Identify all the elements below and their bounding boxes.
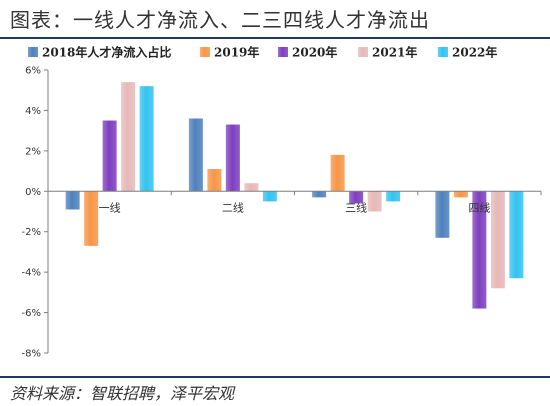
x-category-label: 一线	[99, 200, 121, 214]
bar-二线-series-5	[262, 191, 277, 202]
y-axis: -8% -6% -4% -2% 0% 2% 4% 6%	[22, 66, 49, 360]
bar-二线-series-3	[225, 124, 240, 192]
bar-四线-series-2	[453, 191, 468, 198]
bar-二线-series-1	[188, 118, 203, 192]
legend-swatch-2	[200, 47, 210, 57]
legend-swatch-3	[278, 47, 288, 57]
title-divider	[0, 37, 550, 39]
bar-四线-series-4	[490, 191, 505, 289]
y-tick-label: 2%	[25, 146, 41, 157]
bar-二线-series-2	[207, 169, 222, 192]
y-tick-label: 6%	[25, 66, 41, 77]
legend-label-4: 2021年	[372, 45, 417, 60]
bar-四线-series-5	[509, 191, 524, 279]
bar-三线-series-4	[367, 191, 382, 212]
bar-一线-series-3	[102, 120, 117, 192]
bar-二线-series-4	[244, 183, 259, 192]
x-category-label: 三线	[345, 200, 367, 214]
y-tick-label: -6%	[22, 308, 41, 319]
bar-三线-series-5	[386, 191, 401, 202]
source-divider	[0, 376, 550, 378]
x-category-label: 四线	[468, 200, 490, 214]
legend-swatch-1	[28, 47, 38, 57]
y-tick-label: -2%	[22, 227, 41, 238]
y-tick-label: 0%	[25, 187, 41, 198]
y-tick-label: 4%	[25, 106, 41, 117]
legend-label-3: 2020年	[292, 45, 337, 60]
y-tick-label: -8%	[22, 349, 41, 360]
x-axis: 一线 二线 三线 四线	[47, 190, 542, 214]
legend-label-5: 2022年	[452, 45, 497, 60]
bar-一线-series-4	[121, 82, 136, 192]
x-category-label: 二线	[222, 200, 244, 214]
bars	[65, 82, 524, 309]
legend-label-2: 2019年	[214, 45, 259, 60]
legend-label-1: 2018年人才净流入占比	[42, 45, 171, 60]
legend-swatch-5	[438, 47, 448, 57]
y-tick-label: -4%	[22, 268, 41, 279]
legend-swatch-4	[358, 47, 368, 57]
bar-四线-series-1	[435, 191, 450, 238]
bar-三线-series-3	[349, 191, 364, 204]
bar-三线-series-1	[312, 191, 327, 198]
bar-三线-series-2	[330, 154, 345, 192]
bar-一线-series-1	[65, 191, 80, 210]
source-note: 资料来源：智联招聘，泽平宏观	[10, 384, 235, 403]
legend: 2018年人才净流入占比 2019年 2020年 2021年 2022年	[28, 45, 497, 60]
bar-四线-series-3	[472, 191, 487, 309]
chart-title: 图表：一线人才净流入、二三四线人才净流出	[10, 8, 430, 32]
bar-一线-series-2	[84, 191, 99, 246]
bar-一线-series-5	[139, 86, 154, 192]
